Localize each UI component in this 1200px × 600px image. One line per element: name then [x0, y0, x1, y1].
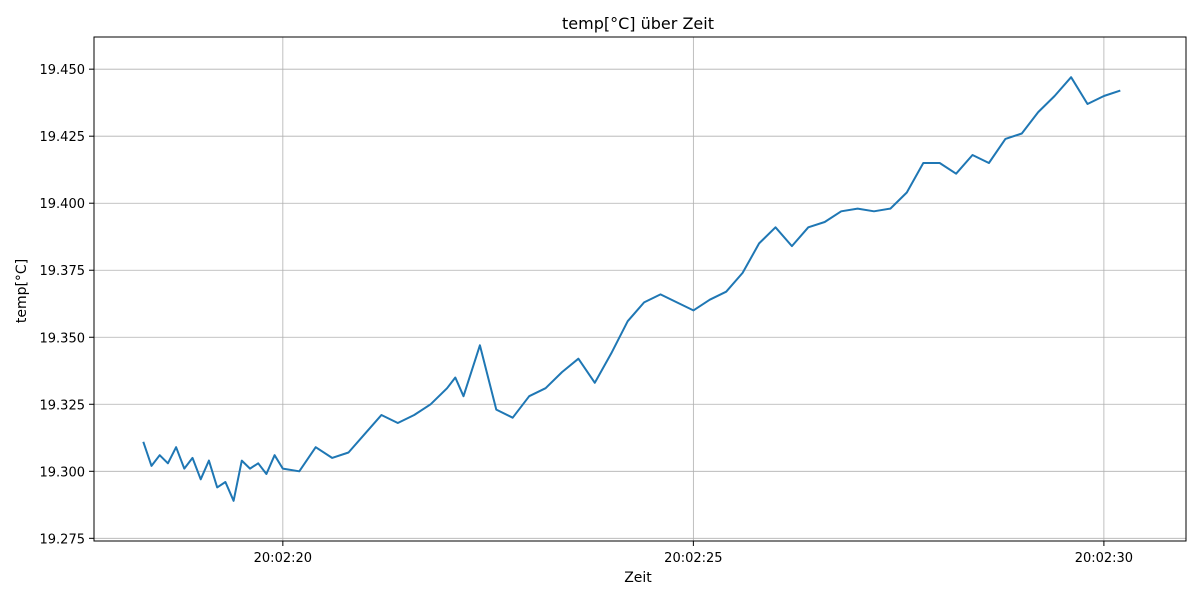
x-tick-label: 20:02:25	[664, 551, 722, 566]
x-tick-label: 20:02:30	[1075, 551, 1133, 566]
y-axis: 19.275 19.300 19.325 19.350 19.375 19.400 19.4…	[40, 63, 94, 547]
y-tick-label: 19.325	[40, 398, 86, 413]
plot-frame	[93, 36, 1187, 542]
x-tick-label: 20:02:20	[254, 551, 312, 566]
series-layer	[142, 76, 1121, 502]
grid-lines	[94, 37, 1186, 541]
y-tick-label: 19.425	[40, 130, 86, 145]
x-axis: 20:02:20 20:02:25 20:02:30	[254, 541, 1133, 566]
y-tick-label: 19.350	[40, 331, 86, 346]
temp-series-line	[142, 76, 1121, 502]
chart-title: temp[°C] über Zeit	[562, 14, 714, 33]
y-tick-label: 19.275	[40, 532, 86, 547]
y-tick-label: 19.300	[40, 465, 86, 480]
x-axis-label: Zeit	[624, 570, 652, 586]
y-tick-label: 19.400	[40, 197, 86, 212]
y-tick-label: 19.450	[40, 63, 86, 78]
y-axis-label: temp[°C]	[14, 259, 30, 323]
y-tick-label: 19.375	[40, 264, 86, 279]
